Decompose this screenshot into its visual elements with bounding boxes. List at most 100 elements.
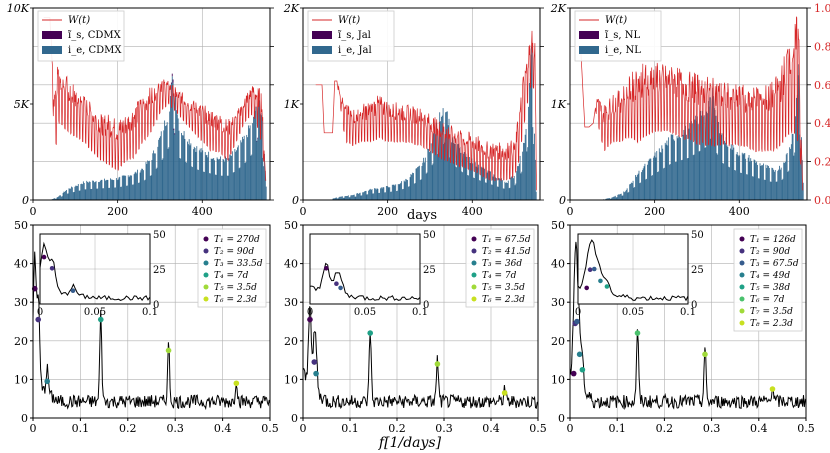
legend-marker [203, 236, 209, 242]
bar-ie [702, 116, 704, 200]
bar-ie [151, 159, 153, 200]
bar-ie [57, 197, 59, 200]
bar-ie [202, 150, 204, 200]
bar-ie [91, 188, 93, 200]
bar-ie [243, 135, 245, 200]
bar-ie [534, 159, 536, 200]
bar-ie [143, 180, 145, 200]
bar-ie [127, 175, 129, 200]
bar-ie [614, 195, 616, 200]
bar-ie [407, 186, 409, 200]
ytick-label: 5K [14, 98, 30, 111]
bar-ie [480, 166, 482, 200]
bar-ie [470, 163, 472, 200]
bar-ie [230, 155, 232, 200]
bar-ie [137, 182, 139, 200]
bar-ie [481, 167, 483, 200]
inset-xtick-label: 0 [307, 307, 313, 318]
legend-marker [471, 260, 477, 266]
bar-ie [441, 115, 443, 200]
bar-ie [515, 183, 517, 200]
bar-ie [501, 180, 503, 200]
bar-ie [77, 185, 78, 200]
bar-ie [146, 164, 148, 200]
bar-ie [258, 94, 259, 200]
bar-ie [510, 177, 512, 200]
bar-ie [773, 171, 775, 200]
bar-ie [496, 186, 498, 200]
ytick-label: 0 [291, 412, 298, 425]
bar-ie [494, 174, 496, 200]
bar-ie [384, 192, 386, 200]
bar-ie [148, 160, 150, 200]
bar-ie [370, 190, 372, 200]
legend-label: T₂ = 90d [214, 247, 254, 257]
bar-ie [608, 198, 609, 200]
bar-ie [77, 184, 79, 200]
bar-ie [53, 198, 55, 200]
y2tick-label: 1.0 [814, 2, 830, 15]
bar-ie [80, 184, 82, 200]
bar-ie [367, 194, 369, 200]
bar-ie [770, 181, 772, 200]
bar-ie [790, 144, 792, 200]
bar-ie [607, 198, 609, 200]
bar-ie [65, 190, 67, 200]
bar-ie [83, 182, 85, 200]
inset-peak-marker [587, 267, 593, 273]
bar-ie [168, 147, 170, 200]
bar-ie [628, 191, 630, 200]
bar-ie [372, 193, 374, 200]
bar-ie [67, 193, 69, 200]
bar-ie [382, 186, 384, 200]
bar-ie [121, 186, 122, 200]
bar-ie [615, 197, 617, 200]
bar-ie [154, 153, 156, 200]
bar-ie [180, 158, 182, 200]
bar-ie [265, 186, 267, 200]
bar-ie [467, 175, 469, 200]
bar-ie [468, 175, 469, 200]
ytick-label: 20 [551, 335, 565, 348]
xtick-label: 0.3 [435, 422, 453, 435]
bar-ie [528, 106, 529, 200]
bar-ie [218, 159, 220, 200]
bar-ie [452, 143, 454, 200]
bar-ie [757, 178, 759, 200]
bar-ie [742, 154, 744, 200]
legend: T₁ = 67.5d T₂ = 41.5d T₃ = 36d T₄ = 7d T₅ = … [465, 228, 535, 308]
bar-ie [364, 190, 366, 200]
bar-ie [612, 197, 614, 200]
bar-ie [407, 180, 408, 200]
bar-ie [613, 196, 615, 200]
bar-ie [745, 158, 747, 200]
bar-ie [247, 137, 248, 200]
bar-ie [217, 158, 219, 200]
bar-ie [667, 145, 669, 200]
bar-ie [159, 137, 160, 200]
bar-ie [254, 110, 256, 200]
bar-ie [776, 181, 778, 200]
bar-ie [253, 116, 254, 200]
bar-ie [220, 175, 222, 200]
bar-ie [369, 188, 371, 200]
bar-ie [443, 144, 445, 200]
inset-xtick-label: 0 [37, 307, 43, 318]
bar-ie [385, 192, 386, 200]
bar-ie [116, 180, 118, 200]
xtick-label: 200 [377, 205, 398, 218]
bar-ie [720, 135, 722, 200]
bar-ie [794, 152, 796, 200]
legend-label: W(t) [68, 15, 90, 26]
bar-ie [483, 167, 485, 200]
bar-ie [108, 187, 110, 200]
bar-ie [523, 143, 525, 200]
bar-ie [424, 162, 425, 200]
bar-ie [462, 172, 463, 200]
bar-ie [405, 178, 407, 200]
bar-ie [360, 195, 362, 200]
legend-label: T₅ = 38d [750, 283, 790, 293]
bar-ie [647, 164, 648, 200]
bar-ie [713, 96, 714, 200]
bar-ie [396, 191, 397, 200]
